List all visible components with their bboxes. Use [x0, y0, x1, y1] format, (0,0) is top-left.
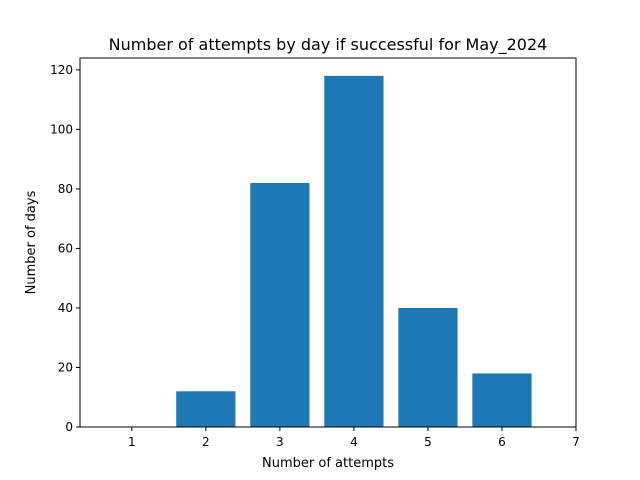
bar-3 — [250, 182, 310, 427]
chart-title: Number of attempts by day if successful … — [109, 35, 548, 55]
y-tick-label: 100 — [50, 122, 73, 136]
x-tick-label: 5 — [424, 435, 432, 449]
y-tick-label: 20 — [58, 360, 73, 374]
y-axis-label: Number of days — [24, 190, 39, 294]
x-tick-label: 6 — [498, 435, 506, 449]
y-tick-label: 60 — [58, 241, 73, 255]
x-axis-label: Number of attempts — [262, 456, 394, 471]
y-tick-label: 0 — [65, 420, 73, 434]
y-tick-label: 40 — [58, 301, 73, 315]
y-axis-ticks: 0 20 40 60 80 100 120 — [50, 63, 80, 434]
bar-6 — [472, 373, 532, 427]
x-tick-label: 2 — [202, 435, 210, 449]
y-tick-label: 120 — [50, 63, 73, 77]
x-tick-label: 7 — [572, 435, 580, 449]
bar-2 — [176, 391, 236, 427]
y-tick-label: 80 — [58, 182, 73, 196]
bars-group — [176, 75, 532, 428]
x-tick-label: 4 — [350, 435, 358, 449]
bar-4 — [324, 75, 384, 428]
plot-frame — [79, 57, 577, 428]
x-axis-ticks: 1 2 3 4 5 6 7 — [128, 427, 580, 449]
x-tick-label: 1 — [128, 435, 136, 449]
bar-5 — [398, 307, 458, 427]
x-tick-label: 3 — [276, 435, 284, 449]
